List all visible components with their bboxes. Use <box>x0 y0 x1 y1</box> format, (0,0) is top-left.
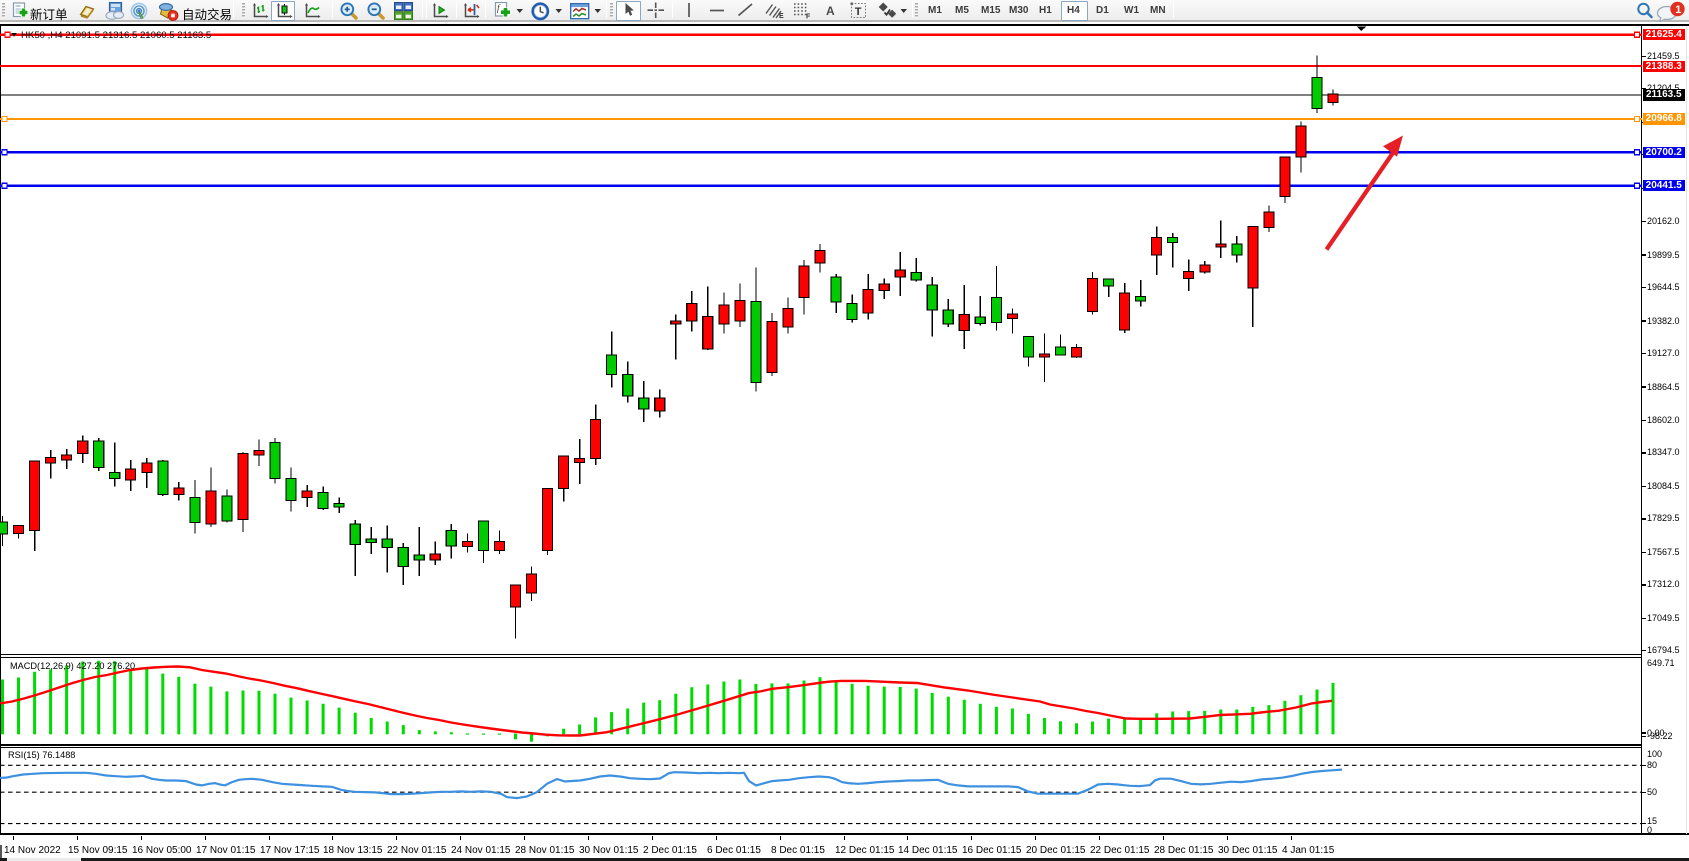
svg-text:T: T <box>855 6 862 18</box>
svg-text:F: F <box>806 14 811 20</box>
svg-text:1: 1 <box>1675 4 1681 16</box>
svg-text:E: E <box>779 13 784 19</box>
svg-text:f: f <box>497 3 501 13</box>
